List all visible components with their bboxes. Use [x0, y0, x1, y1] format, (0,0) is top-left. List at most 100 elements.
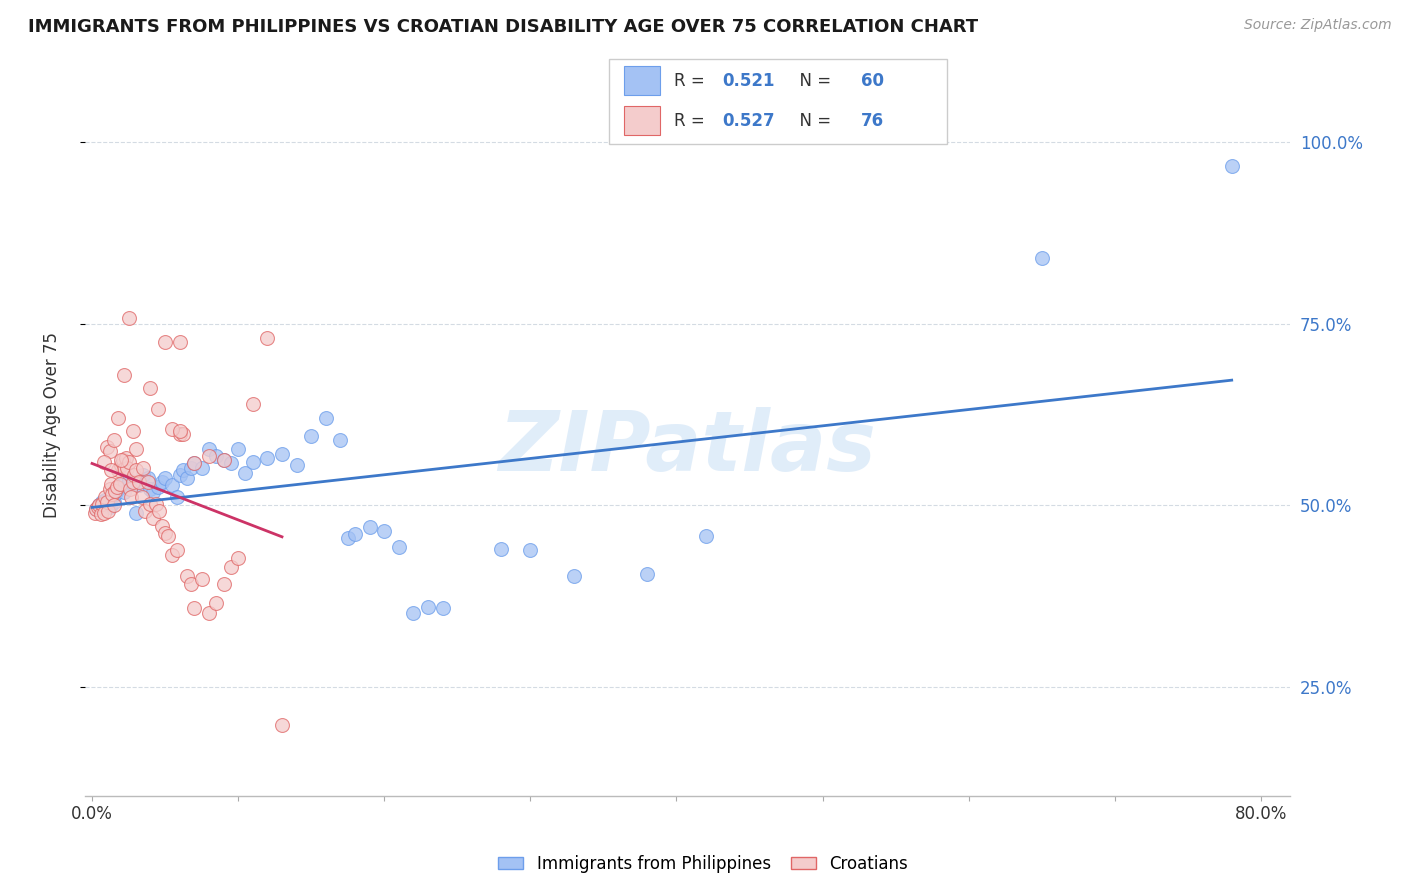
Point [122, 424, 145, 438]
Point [190, 460, 212, 475]
Point [91, 494, 114, 508]
Point [432, 601, 454, 615]
Point [162, 478, 184, 492]
Point [242, 397, 264, 411]
Point [104, 487, 127, 501]
Point [142, 485, 165, 500]
Point [122, 476, 145, 491]
Point [166, 490, 188, 504]
Point [242, 455, 264, 469]
Y-axis label: Disability Age Over 75: Disability Age Over 75 [44, 333, 60, 518]
Point [125, 463, 148, 477]
Text: ZIPatlas: ZIPatlas [499, 407, 876, 488]
Point [98, 443, 121, 458]
Point [112, 485, 135, 500]
Point [94, 492, 117, 507]
Point [162, 422, 184, 436]
Point [97, 504, 120, 518]
Point [166, 543, 188, 558]
Point [198, 449, 221, 463]
Point [118, 483, 141, 497]
Point [1031, 252, 1053, 266]
Point [172, 427, 194, 442]
Text: IMMIGRANTS FROM PHILIPPINES VS CROATIAN DISABILITY AGE OVER 75 CORRELATION CHART: IMMIGRANTS FROM PHILIPPINES VS CROATIAN … [28, 18, 979, 36]
Point [344, 527, 367, 541]
Point [117, 455, 139, 469]
Text: N =: N = [789, 71, 837, 90]
Point [388, 541, 411, 555]
Point [110, 458, 132, 473]
Point [359, 520, 381, 534]
Point [132, 467, 155, 482]
Text: 0.521: 0.521 [723, 71, 775, 90]
Point [190, 573, 212, 587]
Point [153, 525, 176, 540]
Point [219, 456, 242, 470]
Point [93, 506, 115, 520]
Text: 60: 60 [860, 71, 884, 90]
Point [114, 451, 136, 466]
Point [103, 433, 125, 447]
Bar [623, 66, 659, 95]
Point [198, 442, 221, 456]
Point [329, 433, 352, 447]
Point [235, 466, 257, 480]
Point [125, 442, 148, 456]
Point [562, 569, 585, 583]
Point [117, 310, 139, 325]
Text: N =: N = [789, 112, 837, 129]
Point [212, 453, 235, 467]
Point [373, 524, 395, 538]
Point [90, 507, 112, 521]
Point [103, 494, 125, 508]
Text: Source: ZipAtlas.com: Source: ZipAtlas.com [1244, 18, 1392, 32]
Point [519, 543, 541, 558]
Point [285, 458, 308, 473]
Point [128, 478, 150, 492]
Point [139, 381, 162, 395]
Point [169, 424, 191, 438]
Point [89, 499, 111, 513]
Point [256, 451, 278, 466]
Point [212, 576, 235, 591]
Point [125, 506, 148, 520]
Point [142, 511, 165, 525]
Point [98, 500, 121, 514]
Point [124, 467, 146, 482]
Point [271, 717, 294, 731]
Point [89, 499, 111, 513]
Text: 76: 76 [860, 112, 884, 129]
Point [139, 497, 162, 511]
Point [183, 601, 205, 615]
Point [121, 490, 143, 504]
Point [110, 478, 132, 492]
Point [93, 455, 115, 469]
Point [176, 569, 198, 583]
Point [148, 504, 170, 518]
Point [226, 550, 249, 565]
Point [128, 475, 150, 489]
Point [198, 606, 221, 620]
Point [146, 402, 169, 417]
Point [695, 529, 717, 543]
Point [112, 368, 135, 382]
Point [156, 529, 179, 543]
Point [108, 476, 131, 491]
Point [315, 411, 337, 425]
Point [169, 467, 191, 482]
Point [86, 502, 108, 516]
Point [183, 456, 205, 470]
Point [115, 460, 138, 475]
Point [134, 504, 156, 518]
Point [150, 518, 173, 533]
Point [111, 453, 134, 467]
Point [94, 490, 117, 504]
Point [105, 480, 128, 494]
Point [153, 471, 176, 485]
Point [180, 576, 202, 591]
Point [183, 456, 205, 470]
Point [122, 475, 145, 489]
Point [402, 606, 425, 620]
Bar [623, 106, 659, 136]
Point [205, 596, 228, 610]
